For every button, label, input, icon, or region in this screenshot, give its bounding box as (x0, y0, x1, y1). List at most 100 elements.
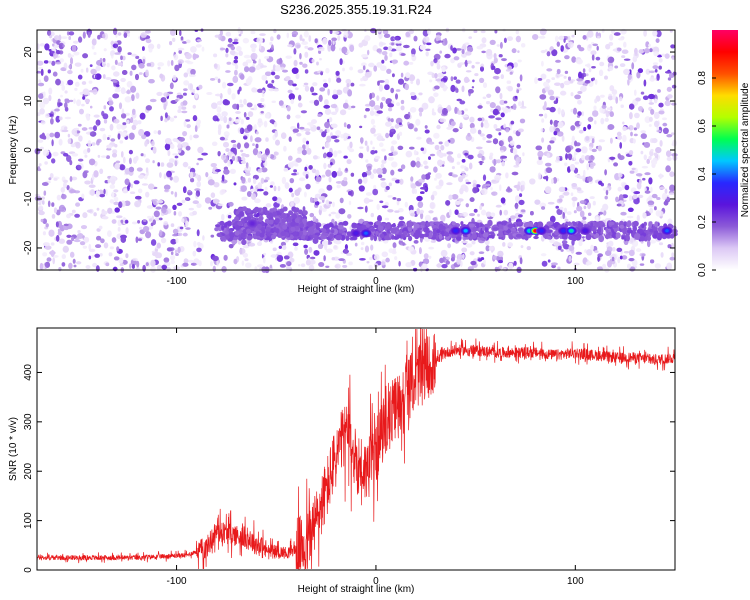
spectrogram-cell (380, 65, 387, 71)
spectrogram-cell (619, 142, 622, 149)
spectrogram-cell (592, 43, 598, 47)
spectrogram-cell (139, 112, 146, 120)
spectrogram-cell (86, 209, 93, 213)
spectrogram-cell (402, 242, 405, 246)
spectrogram-cell (563, 80, 571, 86)
spectrogram-cell (387, 156, 394, 161)
spectrogram-cell (486, 140, 492, 143)
spectrogram-cell (650, 259, 655, 264)
spectrogram-cell (161, 207, 167, 214)
spectrogram-cell (287, 89, 293, 94)
spectrogram-cell (339, 197, 344, 204)
spectrogram-cell (138, 63, 145, 69)
spectrogram-cell (653, 51, 659, 57)
spectrogram-cell (66, 213, 71, 219)
spectrogram-cell (346, 159, 352, 165)
spectrogram-cell (490, 212, 496, 218)
spectrogram-cell (183, 72, 188, 78)
spectrogram-cell (102, 33, 106, 39)
spectrogram-cell (372, 125, 376, 128)
spectrogram-cell (268, 88, 275, 92)
spectrogram-cell (294, 87, 299, 91)
spectrogram-cell (325, 265, 330, 268)
spectrogram-cell (540, 73, 547, 80)
spectrogram-cell (219, 93, 223, 99)
spectrogram-cell (650, 186, 653, 193)
spectrogram-cell (405, 150, 413, 158)
spectrogram-cell (263, 256, 266, 264)
spectrogram-cell (339, 58, 343, 65)
spectrogram-cell (639, 263, 645, 266)
spectrogram-cell (286, 32, 289, 39)
spectrogram-cell (47, 30, 52, 36)
spectrogram-cell (269, 154, 275, 159)
spectrogram-cell (461, 49, 465, 55)
spectrogram-cell (189, 134, 193, 141)
spectrogram-cell (482, 174, 487, 181)
spectrogram-cell (211, 102, 218, 109)
spectrogram-cell (373, 184, 377, 190)
spectrogram-cell (602, 263, 606, 269)
spectrogram-cell (256, 37, 263, 44)
spectrogram-cell (37, 82, 45, 87)
spectrogram-cell (91, 38, 97, 46)
spectrogram-cell (285, 55, 292, 59)
spectrogram-cell (467, 132, 471, 137)
spectrogram-cell (337, 35, 341, 41)
spectrogram-cell (159, 229, 163, 237)
spectrogram-cell (52, 43, 55, 47)
spectrogram-cell (311, 92, 318, 96)
spectrogram-cell (433, 92, 439, 98)
spectrogram-cell (584, 80, 591, 84)
spectrogram-cell (435, 34, 442, 42)
spectrogram-cell (633, 127, 638, 131)
spectrogram-cell (184, 258, 189, 263)
spectrogram-cell (223, 131, 230, 137)
spectrogram-cell (582, 216, 587, 220)
spectrogram-cell (40, 120, 46, 125)
spectrogram-cell (607, 95, 614, 101)
spectrogram-cell (42, 252, 48, 257)
spectrogram-cell (169, 158, 175, 164)
spectrogram-cell (446, 257, 450, 260)
spectrogram-cell (52, 71, 58, 77)
spectrogram-cell (194, 125, 198, 132)
spectrogram-cell (174, 191, 178, 198)
spectrogram-cell (67, 138, 72, 144)
spectrogram-cell (507, 65, 512, 71)
spectrogram-cell (130, 183, 133, 189)
spectrogram-cell (318, 188, 325, 195)
spectrogram-cell (419, 111, 422, 117)
spectrogram-cell (250, 135, 253, 143)
spectrogram-cell (305, 183, 311, 190)
spectrogram-cell (78, 158, 84, 162)
spectrogram-cell (607, 124, 615, 130)
spectrogram-cell (221, 174, 225, 182)
spectrogram-cell (148, 183, 155, 190)
spectrogram-cell (68, 65, 72, 69)
spectrogram-cell (481, 37, 487, 44)
spectrogram-cell (96, 140, 100, 146)
spectrogram-cell (618, 37, 624, 41)
spectrogram-cell (150, 239, 157, 246)
spectrogram-cell (516, 83, 521, 88)
spectrogram-cell (400, 105, 405, 111)
spectrogram-cell (558, 35, 565, 41)
spectrogram-cell (469, 251, 475, 256)
spectrogram-cell (58, 138, 63, 146)
spectrogram-cell (92, 262, 97, 268)
spectrogram-cell (593, 105, 597, 111)
spectrogram-cell (64, 98, 70, 102)
spectrogram-cell (271, 100, 276, 104)
spectrogram-cell (384, 201, 389, 207)
spectrogram-cell (488, 115, 495, 119)
spectrogram-cell (557, 74, 564, 77)
spectrogram-cell (51, 139, 54, 147)
spectrogram-cell (246, 102, 253, 108)
spectrogram-cell (571, 135, 575, 143)
spectrogram-cell (577, 100, 582, 105)
spectrogram-cell (481, 50, 486, 54)
spectrogram-cell (157, 162, 160, 167)
spectrogram-cell (380, 102, 384, 109)
spectrogram-cell (506, 80, 511, 84)
